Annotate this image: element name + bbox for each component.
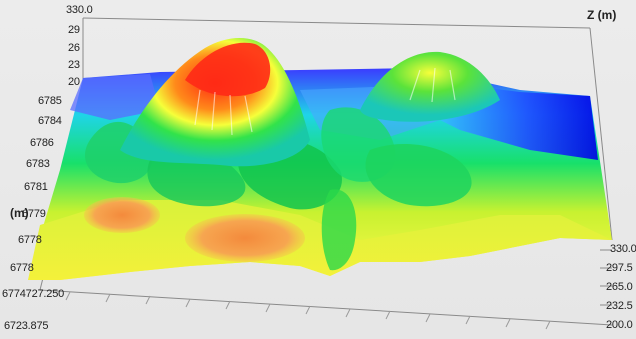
y-axis-tick: 6781 [24, 181, 48, 193]
bottom-axis-ticks [65, 291, 551, 330]
z-right-tick: 200.0 [606, 319, 633, 331]
y-axis-tick: 6779 [22, 208, 46, 220]
z-axis-tick: 29 [68, 24, 80, 36]
x-axis-tick: 6723.875 [4, 320, 49, 332]
z-axis-title: Z (m) [587, 8, 617, 22]
y-axis-tick: 6786 [30, 137, 54, 149]
y-axis-title: (m) [10, 206, 29, 220]
z-right-tick: 297.5 [606, 262, 633, 274]
z-axis-top-value: 330.0 [66, 4, 93, 16]
terrain-surface[interactable] [28, 37, 612, 280]
y-axis-tick: 6785 [38, 95, 62, 107]
z-right-tick: 232.5 [606, 300, 633, 312]
z-right-tick: 265.0 [606, 281, 633, 293]
z-axis-tick: 26 [68, 42, 80, 54]
y-axis-tick: 6778 [10, 262, 34, 274]
z-right-tick: 330.0 [610, 243, 636, 255]
y-axis-tick: 6778 [18, 234, 42, 246]
z-axis-tick: 20 [68, 76, 80, 88]
y-axis-tick: 6783 [26, 158, 50, 170]
right-axis-ticks [600, 249, 612, 306]
y-axis-tick: 6784 [38, 115, 62, 127]
x-axis-tick: 6774727.250 [2, 288, 65, 300]
z-axis-tick: 23 [68, 59, 80, 71]
